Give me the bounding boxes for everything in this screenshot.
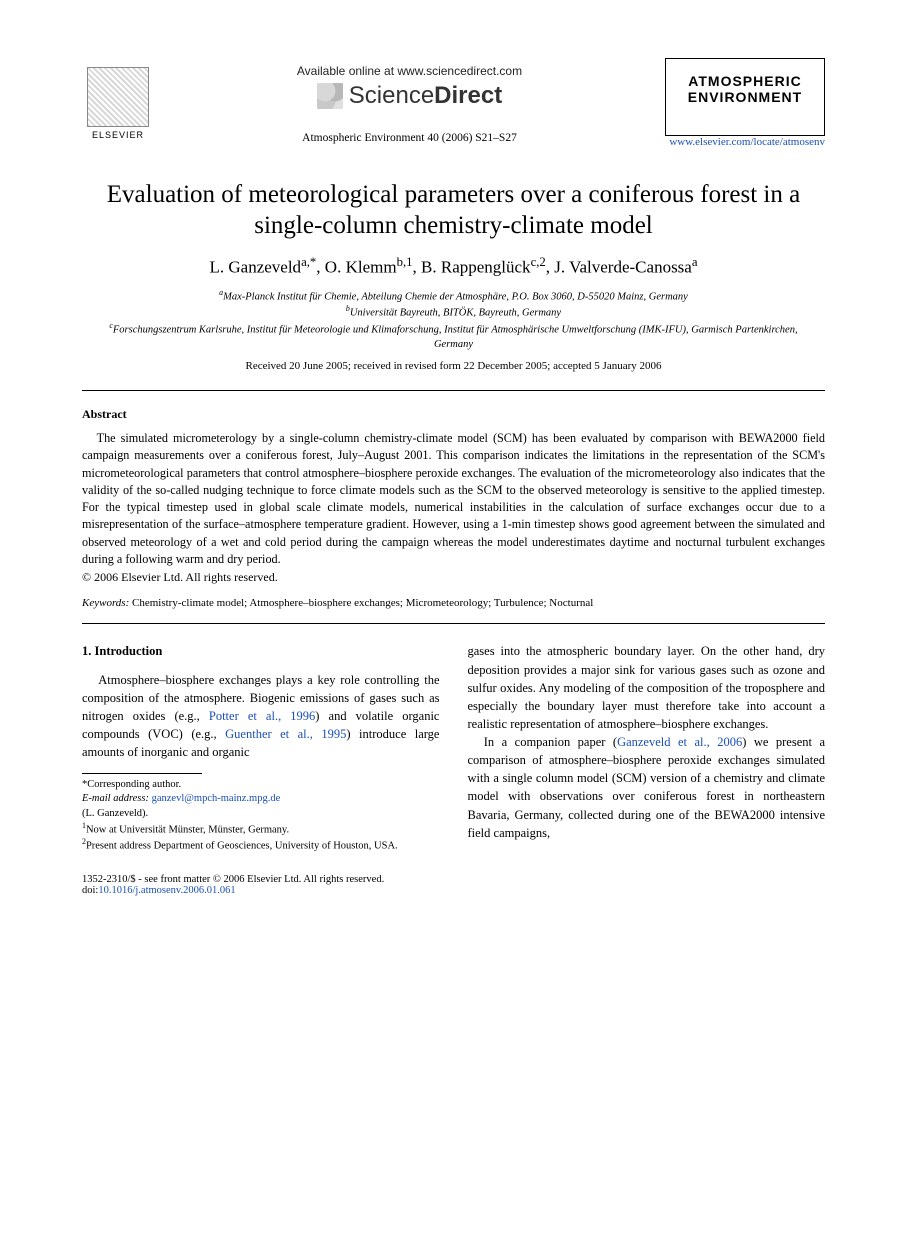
abstract-text: The simulated micrometerology by a singl… <box>82 430 825 569</box>
doi-link[interactable]: 10.1016/j.atmosenv.2006.01.061 <box>98 885 235 896</box>
intro-para-right-1: gases into the atmospheric boundary laye… <box>468 642 826 733</box>
available-online-text: Available online at www.sciencedirect.co… <box>154 64 665 78</box>
article-dates: Received 20 June 2005; received in revis… <box>82 360 825 372</box>
affil-c: cForschungszentrum Karlsruhe, Institut f… <box>102 321 805 352</box>
elsevier-logo: ELSEVIER <box>82 58 154 140</box>
elsevier-label: ELSEVIER <box>92 130 144 140</box>
author-list: L. Ganzevelda,*, O. Klemmb,1, B. Rappeng… <box>82 255 825 278</box>
intro-para-right-2: In a companion paper (Ganzeveld et al., … <box>468 733 826 842</box>
center-header: Available online at www.sciencedirect.co… <box>154 58 665 146</box>
journal-block: ATMOSPHERIC ENVIRONMENT www.elsevier.com… <box>665 58 825 174</box>
keywords-text: Chemistry-climate model; Atmosphere–bios… <box>132 597 593 609</box>
header-row: ELSEVIER Available online at www.science… <box>82 58 825 174</box>
corr-author: *Corresponding author. <box>82 778 440 792</box>
cite-potter[interactable]: Potter et al., 1996 <box>209 709 315 723</box>
author-email-link[interactable]: ganzevl@mpch-mainz.mpg.de <box>152 793 281 804</box>
journal-line2: ENVIRONMENT <box>666 89 824 105</box>
intro-para-left: Atmosphere–biosphere exchanges plays a k… <box>82 671 440 762</box>
issn-line: 1352-2310/$ - see front matter © 2006 El… <box>82 874 825 885</box>
affil-b: bUniversität Bayreuth, BITÖK, Bayreuth, … <box>102 304 805 321</box>
sciencedirect-icon <box>317 83 343 109</box>
divider-top <box>82 390 825 391</box>
keywords-label: Keywords: <box>82 597 129 609</box>
email-line: E-mail address: ganzevl@mpch-mainz.mpg.d… <box>82 792 440 806</box>
abstract-heading: Abstract <box>82 407 825 422</box>
copyright-line: © 2006 Elsevier Ltd. All rights reserved… <box>82 570 825 585</box>
journal-line1: ATMOSPHERIC <box>666 73 824 89</box>
affil-a: aMax-Planck Institut für Chemie, Abteilu… <box>102 288 805 305</box>
elsevier-tree-icon <box>87 67 149 127</box>
journal-url-link[interactable]: www.elsevier.com/locate/atmosenv <box>665 136 825 148</box>
footnote-rule <box>82 773 202 774</box>
sciencedirect-logo: ScienceDirect <box>317 82 502 110</box>
footnotes: *Corresponding author. E-mail address: g… <box>82 778 440 854</box>
cite-guenther[interactable]: Guenther et al., 1995 <box>225 727 346 741</box>
sciencedirect-text: ScienceDirect <box>349 82 502 110</box>
section-1-heading: 1. Introduction <box>82 642 440 660</box>
email-who: (L. Ganzeveld). <box>82 807 440 821</box>
sd-light: Science <box>349 82 434 109</box>
doi-line: doi:10.1016/j.atmosenv.2006.01.061 <box>82 885 825 896</box>
journal-title-box: ATMOSPHERIC ENVIRONMENT <box>665 58 825 136</box>
left-column: 1. Introduction Atmosphere–biosphere exc… <box>82 642 440 854</box>
divider-bottom <box>82 623 825 624</box>
body-columns: 1. Introduction Atmosphere–biosphere exc… <box>82 642 825 854</box>
sd-bold: Direct <box>434 82 502 109</box>
footnote-1: 1Now at Universität Münster, Münster, Ge… <box>82 821 440 838</box>
right-column: gases into the atmospheric boundary laye… <box>468 642 826 854</box>
cite-ganzeveld[interactable]: Ganzeveld et al., 2006 <box>617 735 742 749</box>
keywords-line: Keywords: Chemistry-climate model; Atmos… <box>82 597 825 609</box>
citation-line: Atmospheric Environment 40 (2006) S21–S2… <box>154 132 665 144</box>
bottom-matter: 1352-2310/$ - see front matter © 2006 El… <box>82 874 825 896</box>
footnote-2: 2Present address Department of Geoscienc… <box>82 837 440 854</box>
article-title: Evaluation of meteorological parameters … <box>82 180 825 241</box>
affiliations: aMax-Planck Institut für Chemie, Abteilu… <box>82 288 825 352</box>
